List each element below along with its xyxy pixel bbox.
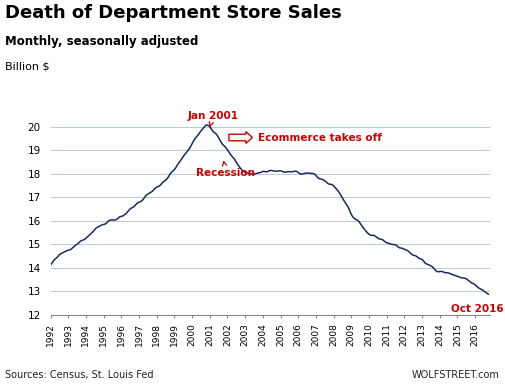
Text: Recession: Recession [196,162,256,178]
Text: Billion $: Billion $ [5,61,49,71]
Text: Death of Department Store Sales: Death of Department Store Sales [5,4,342,22]
Text: Monthly, seasonally adjusted: Monthly, seasonally adjusted [5,35,198,48]
Text: Sources: Census, St. Louis Fed: Sources: Census, St. Louis Fed [5,370,154,380]
FancyArrow shape [229,132,252,144]
Text: WOLFSTREET.com: WOLFSTREET.com [412,370,500,380]
Text: Oct 2016: Oct 2016 [451,304,504,314]
Text: Ecommerce takes off: Ecommerce takes off [259,132,382,142]
Text: Jan 2001: Jan 2001 [187,111,238,127]
